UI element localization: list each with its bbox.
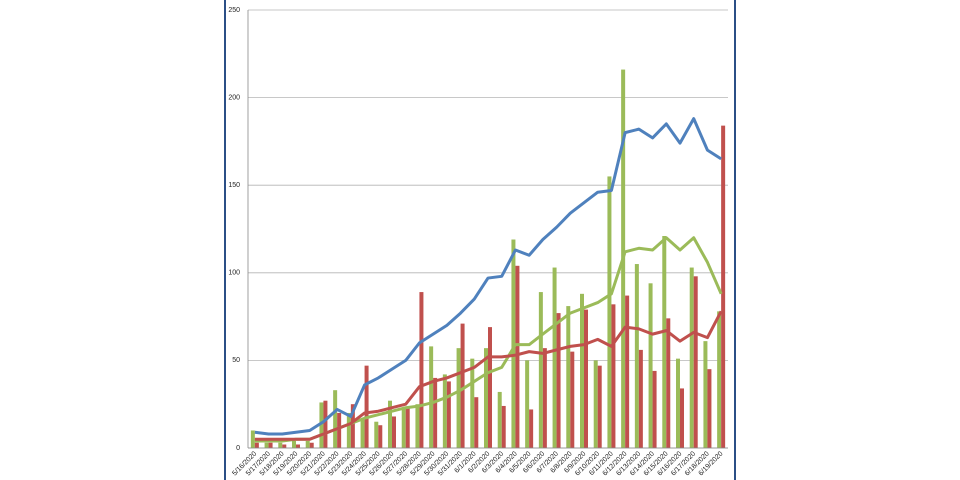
y-tick-label: 100 <box>228 270 240 277</box>
bar <box>264 442 269 448</box>
bar <box>333 390 338 448</box>
bar <box>552 267 557 448</box>
bar <box>662 236 667 448</box>
bar <box>666 318 671 448</box>
bar <box>634 264 639 448</box>
line <box>254 117 722 436</box>
bar <box>703 341 708 448</box>
bar <box>415 404 420 448</box>
bar <box>638 349 643 448</box>
bar <box>648 283 653 448</box>
bar <box>593 360 598 448</box>
bar <box>254 442 259 448</box>
bar <box>693 276 698 448</box>
bar <box>580 293 584 448</box>
bar <box>497 391 502 448</box>
bar <box>607 176 612 448</box>
bar <box>268 442 273 448</box>
bar <box>388 400 392 448</box>
bar <box>515 265 520 448</box>
bar <box>484 348 488 448</box>
bar <box>460 323 465 448</box>
y-tick-label: 150 <box>228 182 240 189</box>
bar <box>542 348 547 448</box>
bar <box>405 407 410 448</box>
bar <box>433 377 438 448</box>
bar <box>611 304 616 448</box>
bar <box>689 267 694 448</box>
bar <box>538 292 543 448</box>
bar <box>309 442 314 448</box>
bar <box>429 346 434 448</box>
bar <box>721 125 726 448</box>
bar <box>378 425 383 448</box>
bar <box>374 421 379 448</box>
bar <box>566 306 571 448</box>
bar <box>474 397 479 448</box>
bar <box>456 348 461 448</box>
bar <box>442 374 447 448</box>
bar <box>337 412 342 448</box>
bar <box>570 351 575 448</box>
bar <box>717 311 722 448</box>
bar <box>296 444 300 448</box>
bar <box>346 412 351 448</box>
y-tick-label: 50 <box>232 357 240 364</box>
bar <box>652 370 657 448</box>
bar <box>597 365 602 448</box>
bar <box>446 381 451 448</box>
bar <box>625 295 630 448</box>
line <box>254 310 723 441</box>
bar <box>680 388 684 448</box>
y-tick-label: 0 <box>236 445 240 452</box>
bar <box>488 327 492 448</box>
bar <box>250 430 255 448</box>
bar <box>401 407 406 448</box>
bar <box>707 369 712 448</box>
y-tick-label: 250 <box>228 7 240 14</box>
bar <box>676 358 680 448</box>
bar <box>529 409 534 448</box>
bar <box>470 358 475 448</box>
bar <box>323 400 328 448</box>
bar <box>305 440 310 448</box>
bar <box>392 416 396 448</box>
bar <box>319 402 324 448</box>
bar <box>419 292 424 448</box>
bar <box>364 365 369 448</box>
bar <box>556 313 561 448</box>
bar <box>501 405 506 448</box>
bar <box>584 309 588 448</box>
bar <box>350 404 355 448</box>
bar <box>511 239 516 448</box>
y-tick-label: 200 <box>228 94 240 101</box>
bar <box>525 360 530 448</box>
bar <box>278 442 283 448</box>
bar <box>360 419 365 448</box>
bar <box>282 444 287 448</box>
bar <box>292 440 296 448</box>
